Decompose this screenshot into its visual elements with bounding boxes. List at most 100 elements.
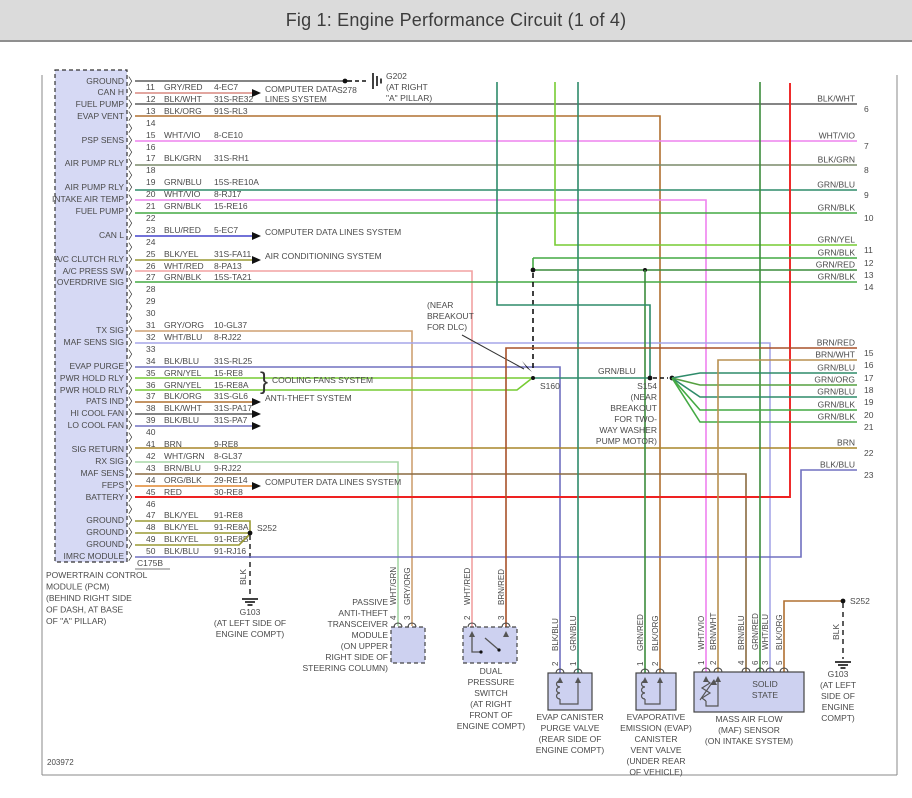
dps-pin-wire-label: BRN/RED	[497, 569, 506, 605]
pin-bracket: 〉	[128, 158, 138, 170]
edge-pin-number: 21	[864, 422, 874, 432]
pin-bracket: 〉	[128, 492, 138, 504]
splice-dot	[840, 598, 846, 604]
pcm-pin-label: TX SIG	[96, 325, 124, 335]
edge-pin-number: 10	[864, 213, 874, 223]
splice-dot	[531, 376, 535, 380]
wire-color-label: BLK/BLU	[164, 356, 199, 366]
ground-g202-label: G202	[386, 71, 407, 81]
splice-s160-label: S160	[540, 381, 560, 391]
pin-bracket: 〉	[128, 408, 138, 420]
brace: }	[260, 368, 268, 395]
valve-wire	[644, 681, 661, 705]
vent-pin-wire-label: GRN/RED	[636, 614, 645, 651]
pin-number: 31	[146, 320, 156, 330]
wire-color-label: BLK/BLU	[164, 546, 199, 556]
maf-pin-number: 2	[709, 660, 718, 665]
system-name: COMPUTER DATA LINES SYSTEM	[265, 227, 401, 237]
pin-number: 50	[146, 546, 156, 556]
pats-pin-wire-label: GRY/ORG	[403, 567, 412, 605]
pin-bracket: 〉	[128, 468, 138, 480]
dps-caption: DUAL	[480, 666, 503, 676]
coil-symbol	[640, 692, 646, 700]
pin-bump	[655, 668, 665, 674]
pin-bump	[765, 667, 775, 673]
pcm-pin-label: PSP SENS	[82, 135, 125, 145]
pin-number: 17	[146, 153, 156, 163]
figure-title: Fig 1: Engine Performance Circuit (1 of …	[285, 9, 627, 30]
pcm-pin-label: AIR PUMP RLY	[65, 182, 125, 192]
pin-number: 45	[146, 487, 156, 497]
wire	[135, 270, 473, 627]
annotation-line	[461, 334, 525, 370]
arrow-up	[715, 676, 721, 682]
pin-number: 37	[146, 391, 156, 401]
pcm-pin-label: A/C CLUTCH RLY	[55, 254, 125, 264]
maf-caption: (ON INTAKE SYSTEM)	[705, 736, 793, 746]
ground-g202-label: "A" PILLAR)	[386, 93, 432, 103]
edge-wire-label: GRN/BLU	[817, 363, 855, 373]
pin-bracket: 〉	[128, 289, 138, 301]
edge-pin-number: 20	[864, 410, 874, 420]
pats-caption: PASSIVE	[352, 597, 388, 607]
circuit-number-label: 15-RE8A	[214, 380, 249, 390]
pin-number: 44	[146, 475, 156, 485]
circuit-number-label: 91-RE8B	[214, 534, 249, 544]
dps-caption: FRONT OF	[469, 710, 512, 720]
pin-bump	[407, 622, 417, 628]
circuit-number-label: 15S-TA21	[214, 272, 252, 282]
pcm-pin-label: CAN H	[98, 87, 124, 97]
wire	[671, 372, 857, 379]
ground-g103-label: COMPT)	[821, 713, 855, 723]
near-dlc-note: BREAKOUT	[427, 311, 474, 321]
splice-dot	[530, 267, 536, 273]
wire-color-label: WHT/RED	[164, 261, 204, 271]
edge-pin-number: 6	[864, 104, 869, 114]
purge-caption: PURGE VALVE	[541, 723, 600, 733]
edge-pin-number: 16	[864, 360, 874, 370]
pin-bracket: 〉	[128, 551, 138, 563]
pcm-pin-label: AIR PUMP RLY	[65, 158, 125, 168]
circuit-number-label: 30-RE8	[214, 487, 243, 497]
pin-number: 19	[146, 177, 156, 187]
vent-pin-number: 2	[651, 661, 660, 666]
pin-bracket: 〉	[128, 301, 138, 313]
pin-number: 18	[146, 165, 156, 175]
ground-g202-label: (AT RIGHT	[386, 82, 428, 92]
pcm-caption: MODULE (PCM)	[46, 582, 109, 592]
circuit-number-label: 8-RJ17	[214, 189, 242, 199]
pin-number: 35	[146, 368, 156, 378]
maf-pin-wire-label: BRN/BLU	[737, 615, 746, 650]
wire-color-label: BLK	[831, 624, 841, 640]
edge-pin-number: 8	[864, 165, 869, 175]
edge-pin-number: 19	[864, 397, 874, 407]
wire	[671, 377, 857, 386]
coil-symbol	[555, 692, 561, 700]
wire-color-label: BLK/BLU	[164, 415, 199, 425]
pin-number: 28	[146, 284, 156, 294]
pin-bracket: 〉	[128, 349, 138, 361]
pcm-pin-label: OVERDRIVE SIG	[57, 277, 124, 287]
purge-pin-wire-label: BLK/BLU	[551, 618, 560, 651]
edge-wire-label: WHT/VIO	[819, 131, 856, 141]
pin-bracket: 〉	[128, 76, 138, 88]
figure-title-bar: Fig 1: Engine Performance Circuit (1 of …	[0, 0, 912, 42]
pin-bracket: 〉	[128, 504, 138, 516]
edge-pin-number: 22	[864, 448, 874, 458]
switch-symbol	[471, 637, 480, 653]
wire	[135, 330, 413, 626]
pin-bracket: 〉	[128, 87, 138, 99]
pin-bracket: 〉	[128, 361, 138, 373]
pin-bracket: 〉	[128, 277, 138, 289]
circuit-number-label: 31S-FA11	[214, 249, 251, 259]
system-name: COMPUTER DATA	[265, 84, 338, 94]
dps-caption: SWITCH	[474, 688, 508, 698]
pcm-pin-label: LO COOL FAN	[68, 420, 124, 430]
system-name: COOLING FANS SYSTEM	[272, 375, 373, 385]
pin-bracket: 〉	[128, 254, 138, 266]
wire	[135, 520, 251, 532]
pcm-box	[54, 69, 128, 563]
wire	[671, 377, 857, 423]
pin-bracket: 〉	[128, 385, 138, 397]
wire	[671, 377, 857, 411]
